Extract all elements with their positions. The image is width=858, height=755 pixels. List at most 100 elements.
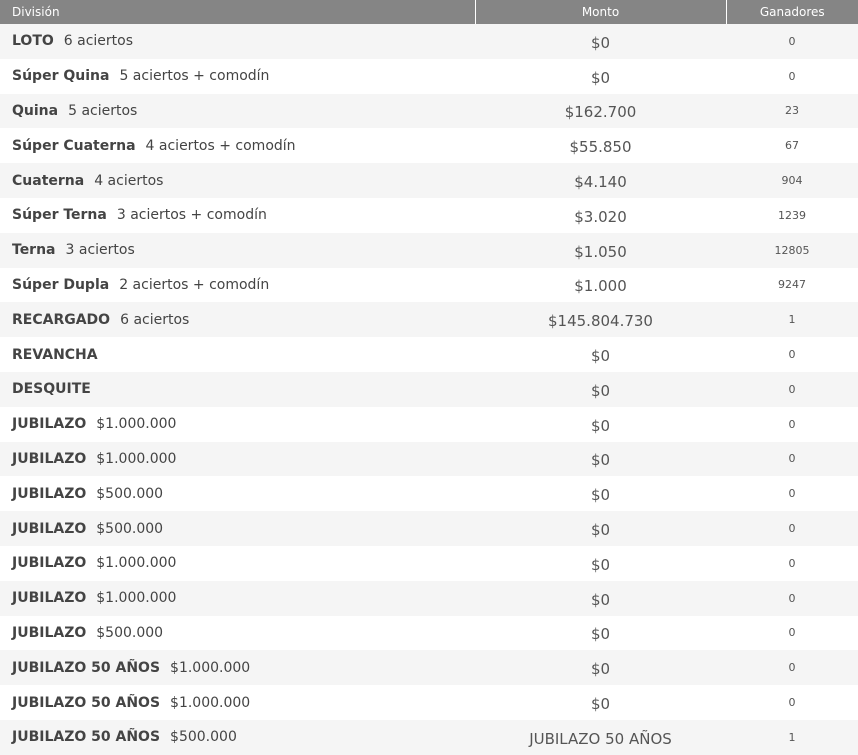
- monto-cell: $55.850: [475, 128, 726, 164]
- division-detail: 5 aciertos: [68, 102, 138, 119]
- division-cell: JUBILAZO 50 AÑOS $500.000: [0, 719, 475, 755]
- division-cell: Súper Quina 5 aciertos + comodín: [0, 58, 475, 94]
- division-cell: Súper Dupla 2 aciertos + comodín: [0, 267, 475, 303]
- table-row: DESQUITE $0 0: [0, 371, 858, 407]
- division-name: Terna: [12, 242, 56, 259]
- header-ganadores: Ganadores: [726, 0, 858, 24]
- division-name: JUBILAZO: [12, 624, 87, 641]
- division-name: JUBILAZO: [12, 485, 87, 502]
- ganadores-cell: 23: [726, 93, 858, 129]
- division-name: JUBILAZO 50 AÑOS: [12, 694, 161, 711]
- division-name: Cuaterna: [12, 172, 85, 189]
- table-row: RECARGADO 6 aciertos $145.804.730 1: [0, 302, 858, 338]
- division-cell: JUBILAZO 50 AÑOS $1.000.000: [0, 685, 475, 720]
- division-detail: 3 aciertos + comodín: [116, 207, 267, 224]
- division-detail: 2 aciertos + comodín: [119, 276, 270, 293]
- division-name: REVANCHA: [12, 346, 98, 363]
- division-detail: $500.000: [170, 729, 237, 746]
- ganadores-cell: 0: [726, 441, 858, 477]
- monto-cell: $1.000: [475, 267, 726, 303]
- ganadores-cell: 67: [726, 128, 858, 164]
- ganadores-cell: 1: [726, 302, 858, 338]
- ganadores-cell: 9247: [726, 267, 858, 303]
- division-cell: Quina 5 aciertos: [0, 93, 475, 129]
- division-detail: $1.000.000: [96, 450, 177, 467]
- monto-cell: $0: [475, 58, 726, 94]
- division-detail: $500.000: [96, 624, 164, 641]
- monto-cell: $0: [475, 441, 726, 477]
- table-row: JUBILAZO $1.000.000 $0 0: [0, 441, 858, 477]
- ganadores-cell: 0: [726, 545, 858, 581]
- ganadores-cell: 0: [726, 650, 858, 686]
- division-cell: REVANCHA: [0, 337, 475, 372]
- division-cell: Cuaterna 4 aciertos: [0, 163, 475, 198]
- header-row: División Monto Ganadores: [0, 0, 858, 24]
- division-cell: JUBILAZO $500.000: [0, 511, 475, 546]
- ganadores-cell: 0: [726, 476, 858, 512]
- division-name: LOTO: [12, 33, 54, 50]
- table-row: LOTO 6 aciertos $0 0: [0, 24, 858, 59]
- table-row: JUBILAZO $500.000 $0 0: [0, 511, 858, 546]
- division-name: JUBILAZO: [12, 555, 87, 572]
- monto-cell: $0: [475, 476, 726, 512]
- table-row: JUBILAZO 50 AÑOS $1.000.000 $0 0: [0, 685, 858, 720]
- monto-cell: $0: [475, 511, 726, 546]
- division-name: Súper Cuaterna: [12, 137, 136, 154]
- division-name: JUBILAZO 50 AÑOS: [12, 729, 161, 746]
- division-cell: DESQUITE: [0, 371, 475, 407]
- monto-cell: $0: [475, 24, 726, 59]
- monto-cell: $0: [475, 337, 726, 372]
- ganadores-cell: 904: [726, 163, 858, 198]
- division-detail: 4 aciertos: [94, 172, 164, 189]
- monto-cell: $0: [475, 685, 726, 720]
- table-row: Súper Terna 3 aciertos + comodín $3.020 123…: [0, 197, 858, 233]
- ganadores-cell: 0: [726, 615, 858, 651]
- monto-cell: $0: [475, 650, 726, 686]
- division-cell: RECARGADO 6 aciertos: [0, 302, 475, 338]
- division-name: JUBILAZO: [12, 590, 87, 607]
- division-name: JUBILAZO: [12, 416, 87, 433]
- monto-cell: $162.700: [475, 93, 726, 129]
- table-row: JUBILAZO $1.000.000 $0 0: [0, 580, 858, 616]
- division-name: RECARGADO: [12, 311, 111, 328]
- table-row: JUBILAZO $1.000.000 $0 0: [0, 545, 858, 581]
- division-detail: 3 aciertos: [65, 242, 135, 259]
- division-cell: JUBILAZO $1.000.000: [0, 580, 475, 616]
- ganadores-cell: 0: [726, 511, 858, 546]
- ganadores-cell: 12805: [726, 232, 858, 268]
- division-cell: JUBILAZO 50 AÑOS $1.000.000: [0, 650, 475, 686]
- division-cell: LOTO 6 aciertos: [0, 24, 475, 59]
- header-monto: Monto: [475, 0, 727, 24]
- division-name: JUBILAZO 50 AÑOS: [12, 659, 161, 676]
- monto-cell: JUBILAZO 50 AÑOS: [475, 719, 726, 755]
- division-cell: JUBILAZO $500.000: [0, 615, 475, 651]
- division-detail: $1.000.000: [170, 659, 251, 676]
- table-row: JUBILAZO 50 AÑOS $500.000 JUBILAZO 50 AÑOS…: [0, 719, 858, 755]
- ganadores-cell: 1: [726, 719, 858, 755]
- ganadores-cell: 0: [726, 58, 858, 94]
- division-cell: JUBILAZO $1.000.000: [0, 441, 475, 477]
- table-row: JUBILAZO $500.000 $0 0: [0, 615, 858, 651]
- division-name: Súper Dupla: [12, 276, 110, 293]
- table-row: Terna 3 aciertos $1.050 12805: [0, 232, 858, 268]
- table-row: JUBILAZO $500.000 $0 0: [0, 476, 858, 512]
- table-row: Cuaterna 4 aciertos $4.140 904: [0, 163, 858, 198]
- division-cell: JUBILAZO $1.000.000: [0, 545, 475, 581]
- table-body: LOTO 6 aciertos $0 0 Súper Quina 5 aciertos +…: [0, 24, 858, 755]
- division-detail: 6 aciertos: [120, 311, 190, 328]
- division-name: Quina: [12, 102, 59, 119]
- division-cell: Súper Terna 3 aciertos + comodín: [0, 197, 475, 233]
- table-row: JUBILAZO 50 AÑOS $1.000.000 $0 0: [0, 650, 858, 686]
- division-name: JUBILAZO: [12, 450, 87, 467]
- table-header: División Monto Ganadores: [0, 0, 858, 24]
- ganadores-cell: 0: [726, 337, 858, 372]
- table-row: JUBILAZO $1.000.000 $0 0: [0, 406, 858, 442]
- division-detail: $1.000.000: [96, 416, 177, 433]
- ganadores-cell: 0: [726, 685, 858, 720]
- ganadores-cell: 1239: [726, 197, 858, 233]
- division-cell: JUBILAZO $1.000.000: [0, 406, 475, 442]
- division-cell: Terna 3 aciertos: [0, 232, 475, 268]
- division-detail: 6 aciertos: [63, 33, 134, 50]
- division-detail: $1.000.000: [96, 555, 177, 572]
